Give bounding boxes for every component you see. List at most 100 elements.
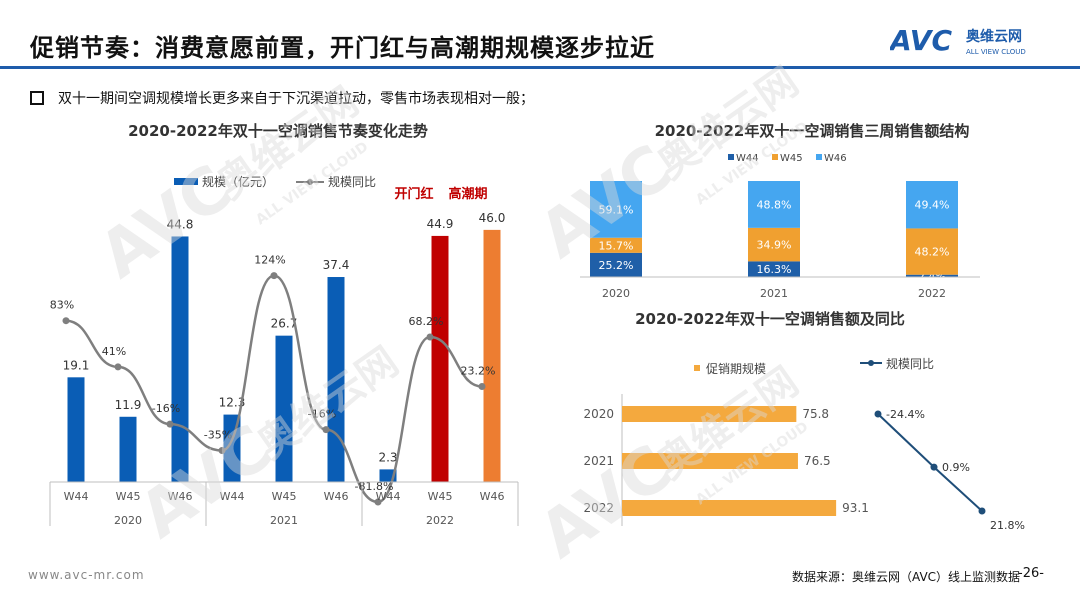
legend-line-marker xyxy=(307,179,313,185)
stack-segment-W45 xyxy=(748,227,800,262)
bar-value-label: 46.0 xyxy=(479,211,506,225)
bar-value-label: 11.9 xyxy=(115,398,142,412)
group-label: 2020 xyxy=(114,514,142,527)
x-tick-label: W44 xyxy=(220,490,245,503)
bar-W45 xyxy=(431,235,449,482)
yoy-label: 0.9% xyxy=(942,461,970,474)
yoy-point xyxy=(478,382,486,390)
segment-label: 49.4% xyxy=(915,199,950,212)
bar-W45 xyxy=(275,335,293,482)
yoy-point xyxy=(426,333,434,341)
legend-label: W46 xyxy=(824,153,847,164)
yoy-label: 41% xyxy=(102,345,126,358)
bullet-text: 双十一期间空调规模增长更多来自于下沉渠道拉动，零售市场表现相对一般； xyxy=(58,91,534,107)
yoy-line xyxy=(65,274,483,504)
yoy-point xyxy=(978,507,986,515)
avc-logo: AVC 奥维云网 ALL VIEW CLOUD xyxy=(890,24,1026,57)
legend-label: W45 xyxy=(780,153,803,164)
legend-swatch-W45 xyxy=(772,154,778,160)
top-right-bars: 25.2%15.7%59.1%202016.3%34.9%48.8%20212.… xyxy=(580,181,980,300)
yoy-label: -24.4% xyxy=(886,408,925,421)
legend-bar-swatch xyxy=(174,178,198,185)
hbar-value-label: 76.5 xyxy=(804,454,831,468)
hbar-value-label: 75.8 xyxy=(802,407,829,421)
segment-label: 16.3% xyxy=(757,263,792,276)
y-tick-label: 2022 xyxy=(583,501,614,515)
y-tick-label: 2021 xyxy=(583,454,614,468)
y-tick-label: 2020 xyxy=(583,407,614,421)
x-tick-label: W45 xyxy=(428,490,453,503)
bullet-square-icon xyxy=(30,91,44,105)
bottom-right-chart: 2020-2022年双十一空调销售额及同比 促销期规模 规模同比 2020 75.… xyxy=(583,310,1025,532)
annotation-gaochaoqi: 高潮期 xyxy=(448,186,487,202)
hbar-value-label: 93.1 xyxy=(842,501,869,515)
br-legend-bar-label: 促销期规模 xyxy=(706,361,766,376)
x-tick-label: W45 xyxy=(116,490,141,503)
page-number: -26- xyxy=(1018,566,1044,581)
bar-W46 xyxy=(171,236,189,482)
bar-W45 xyxy=(119,416,137,482)
yoy-label: -81.8% xyxy=(355,480,394,493)
bar-W46 xyxy=(327,277,345,482)
x-tick-label: 2022 xyxy=(918,287,946,300)
stack-segment-W44 xyxy=(906,274,958,277)
segment-label: 15.7% xyxy=(599,239,634,252)
bar-value-label: 37.4 xyxy=(323,258,350,272)
segment-label: 25.2% xyxy=(599,259,634,272)
yoy-label: 124% xyxy=(254,254,285,267)
x-tick-label: W46 xyxy=(480,490,505,503)
hbar-2021 xyxy=(622,453,798,469)
stack-segment-W46 xyxy=(590,181,642,238)
legend-label: W44 xyxy=(736,153,759,164)
yoy-point xyxy=(166,420,174,428)
top-right-chart: 2020-2022年双十一空调销售三周销售额结构 W44 W45 W46 25.2%… xyxy=(580,122,980,300)
footer-source: 数据来源：奥维云网（AVC）线上监测数据 xyxy=(792,570,1021,584)
x-tick-label: 2021 xyxy=(760,287,788,300)
top-right-chart-title: 2020-2022年双十一空调销售三周销售额结构 xyxy=(655,122,970,140)
page-title: 促销节奏：消费意愿前置，开门红与高潮期规模逐步拉近 xyxy=(30,34,655,62)
top-right-legend: W44 W45 W46 xyxy=(728,153,847,164)
bar-value-label: 44.8 xyxy=(167,217,194,231)
bar-value-label: 44.9 xyxy=(427,217,454,231)
yoy-point xyxy=(62,317,70,325)
yoy-point xyxy=(218,447,226,454)
segment-label: 59.1% xyxy=(599,203,634,216)
bar-W44 xyxy=(67,377,85,482)
bar-value-label: 2.3 xyxy=(378,450,397,464)
left-chart-title: 2020-2022年双十一空调销售节奏变化走势 xyxy=(128,122,428,140)
yoy-point xyxy=(322,426,330,434)
bar-W46 xyxy=(483,229,501,482)
legend-swatch-W44 xyxy=(728,154,734,160)
yoy-point xyxy=(374,498,382,506)
stack-segment-W44 xyxy=(590,252,642,277)
footer-website: www.avc-mr.com xyxy=(28,568,145,582)
bullet-point: 双十一期间空调规模增长更多来自于下沉渠道拉动，零售市场表现相对一般； xyxy=(30,88,534,108)
x-tick-label: 2020 xyxy=(602,287,630,300)
bottom-right-chart-title: 2020-2022年双十一空调销售额及同比 xyxy=(635,310,905,328)
yoy-label: 21.8% xyxy=(990,519,1025,532)
yoy-label: 83% xyxy=(50,299,74,312)
bottom-right-yoy-line: -24.4% 0.9% 21.8% xyxy=(874,408,1025,532)
yoy-label: -16% xyxy=(308,408,336,421)
logo-cn: 奥维云网 xyxy=(966,28,1022,45)
bar-value-label: 12.3 xyxy=(219,396,246,410)
left-axis: W44 W45 W46 W44 W45 W46 W44 W45 W46 2020 2021 2022 xyxy=(49,481,519,527)
bar-value-label: 26.7 xyxy=(271,317,298,331)
group-label: 2022 xyxy=(426,514,454,527)
yoy-label: 68.2% xyxy=(409,315,444,328)
x-tick-label: W46 xyxy=(324,490,349,503)
left-yoy-line: 83% 41% -16% -35% 124% -16% -81.8% 68.2% 23.2% xyxy=(50,254,495,506)
header-divider xyxy=(0,66,1080,69)
br-legend-bar-swatch xyxy=(694,365,700,371)
x-tick-label: W44 xyxy=(376,490,401,503)
stack-segment-W45 xyxy=(590,237,642,253)
legend-swatch-W46 xyxy=(816,154,822,160)
x-tick-label: W44 xyxy=(64,490,89,503)
segment-label: 34.9% xyxy=(757,239,792,252)
stack-segment-W46 xyxy=(748,181,800,228)
yoy-point xyxy=(930,463,938,471)
legend-bar-label: 规模（亿元） xyxy=(202,174,274,189)
logo-en: ALL VIEW CLOUD xyxy=(966,48,1026,56)
left-bars: 19.1 11.9 44.8 12.3 26.7 37.4 2.3 44.9 46.0 xyxy=(63,211,506,482)
yoy-label: -35% xyxy=(204,429,232,442)
